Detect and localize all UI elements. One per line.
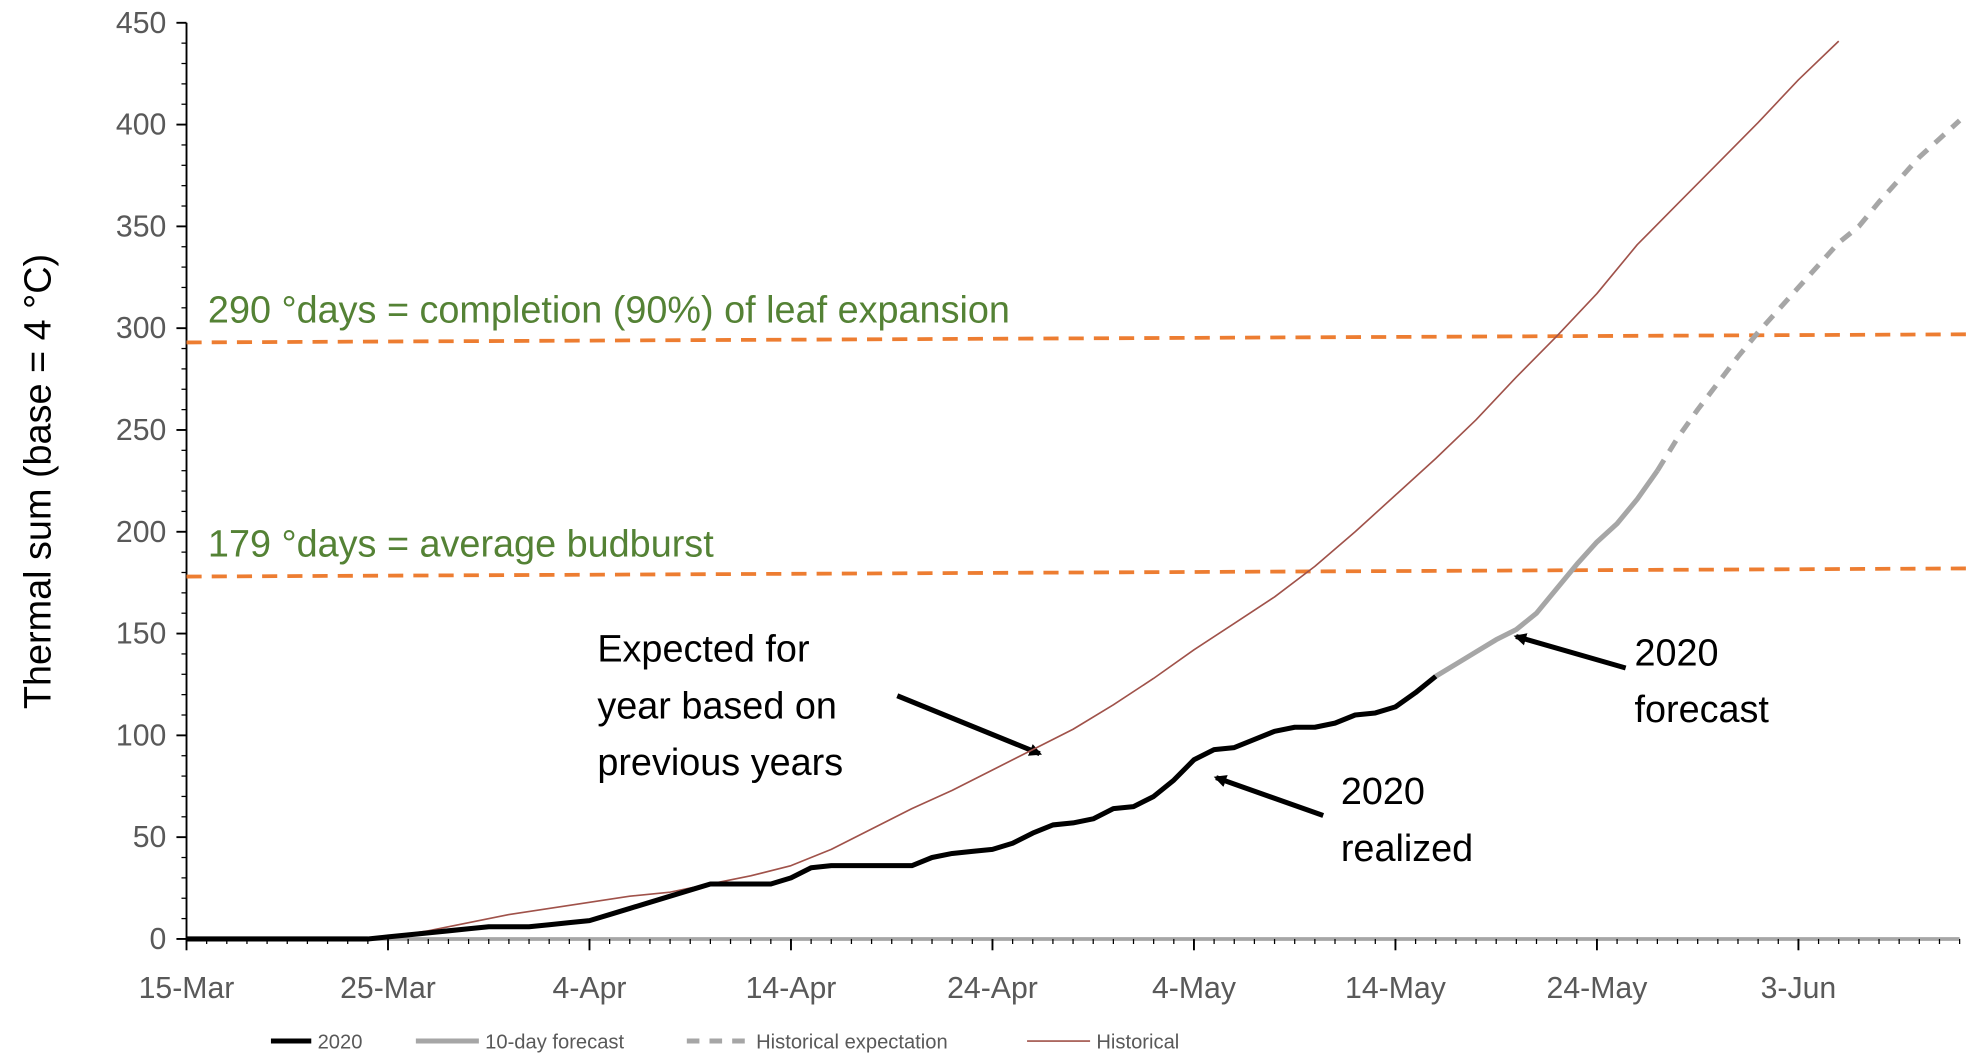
annotation: forecast xyxy=(1634,689,1769,731)
y-tick-label: 250 xyxy=(116,414,166,447)
x-tick-label: 25-Mar xyxy=(340,972,436,1005)
y-tick-label: 350 xyxy=(116,210,166,243)
y-tick-label: 100 xyxy=(116,719,166,752)
y-tick-label: 50 xyxy=(133,821,167,854)
arrow xyxy=(896,693,1043,757)
y-tick-label: 150 xyxy=(116,618,166,651)
legend-label: 10-day forecast xyxy=(485,1032,624,1054)
x-tick-label: 15-Mar xyxy=(139,972,235,1005)
x-tick-label: 3-Jun xyxy=(1761,972,1837,1005)
annotation: realized xyxy=(1341,828,1473,870)
annotation: year based on xyxy=(597,685,837,727)
y-axis-title: Thermal sum (base = 4 °C) xyxy=(17,254,59,709)
annotation: 2020 xyxy=(1341,771,1425,813)
annotation: Expected for xyxy=(597,629,809,671)
threshold-label: 179 °days = average budburst xyxy=(208,523,714,565)
legend-label: 2020 xyxy=(318,1032,363,1054)
x-tick-label: 24-Apr xyxy=(947,972,1038,1005)
legend-label: Historical xyxy=(1096,1032,1179,1054)
threshold-line xyxy=(186,566,1973,579)
y-tick-label: 400 xyxy=(116,109,166,142)
x-tick-label: 14-Apr xyxy=(746,972,837,1005)
series-line xyxy=(1434,469,1660,679)
threshold-line xyxy=(186,332,1973,345)
y-tick-label: 0 xyxy=(150,923,167,956)
legend-label: Historical expectation xyxy=(756,1032,948,1054)
arrow xyxy=(1513,633,1627,671)
series-line xyxy=(186,40,1840,940)
threshold-label: 290 °days = completion (90%) of leaf exp… xyxy=(208,289,1010,331)
arrow xyxy=(1213,775,1325,818)
annotation: previous years xyxy=(597,742,843,784)
x-tick-label: 24-May xyxy=(1547,972,1649,1005)
x-tick-label: 4-May xyxy=(1152,972,1237,1005)
y-tick-label: 450 xyxy=(116,7,166,40)
x-tick-label: 4-Apr xyxy=(553,972,627,1005)
x-tick-label: 14-May xyxy=(1345,972,1447,1005)
annotation: 2020 xyxy=(1634,632,1718,674)
series-line xyxy=(1655,118,1962,473)
y-tick-label: 200 xyxy=(116,516,166,549)
series-line xyxy=(186,674,1438,942)
y-tick-label: 300 xyxy=(116,312,166,345)
